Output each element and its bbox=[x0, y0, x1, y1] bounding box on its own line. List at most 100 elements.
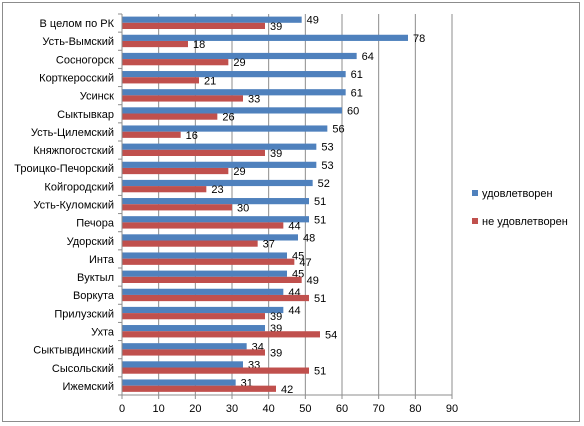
data-label-not-satisfied-11: 44 bbox=[288, 220, 300, 232]
bar-satisfied-20 bbox=[122, 379, 236, 386]
category-label-15: Воркута bbox=[73, 290, 115, 302]
category-label-14: Вуктыл bbox=[77, 272, 114, 284]
legend-swatch-satisfied bbox=[472, 190, 478, 196]
bar-satisfied-15 bbox=[122, 288, 284, 295]
bar-not-satisfied-18 bbox=[122, 349, 265, 356]
bar-satisfied-6 bbox=[122, 125, 328, 132]
bar-satisfied-16 bbox=[122, 306, 284, 314]
bar-satisfied-0 bbox=[122, 16, 302, 23]
bar-not-satisfied-10 bbox=[122, 204, 232, 211]
legend-label-not-satisfied: не удовлетворен bbox=[482, 216, 568, 228]
bar-not-satisfied-4 bbox=[122, 95, 243, 102]
bar-not-satisfied-17 bbox=[122, 331, 320, 338]
bar-satisfied-9 bbox=[122, 179, 313, 187]
data-label-satisfied-2: 64 bbox=[362, 51, 374, 63]
bar-satisfied-19 bbox=[122, 361, 243, 368]
x-tick-label-90: 90 bbox=[446, 403, 458, 415]
data-label-satisfied-16: 44 bbox=[288, 305, 300, 317]
bar-satisfied-13 bbox=[122, 252, 287, 259]
data-label-not-satisfied-2: 29 bbox=[233, 57, 245, 69]
category-label-17: Ухта bbox=[91, 327, 115, 339]
category-label-1: Усть-Вымский bbox=[42, 36, 114, 48]
category-label-5: Сыктывкар bbox=[57, 109, 114, 121]
bar-satisfied-1 bbox=[122, 34, 408, 41]
data-label-satisfied-4: 61 bbox=[351, 87, 363, 99]
data-label-not-satisfied-10: 30 bbox=[237, 202, 249, 214]
data-label-satisfied-1: 78 bbox=[413, 33, 425, 45]
data-label-satisfied-12: 48 bbox=[303, 232, 315, 244]
category-label-16: Прилузский bbox=[54, 308, 114, 320]
data-label-not-satisfied-16: 39 bbox=[270, 311, 282, 323]
category-label-10: Усть-Куломский bbox=[33, 200, 114, 212]
category-label-19: Сысольский bbox=[52, 363, 114, 375]
bar-satisfied-7 bbox=[122, 143, 317, 150]
category-label-12: Удорский bbox=[67, 236, 114, 248]
category-label-3: Корткеросский bbox=[39, 73, 114, 85]
category-label-13: Инта bbox=[89, 254, 115, 266]
bar-not-satisfied-15 bbox=[122, 294, 309, 302]
data-label-satisfied-10: 51 bbox=[314, 196, 326, 208]
bar-not-satisfied-7 bbox=[122, 149, 265, 156]
bar-not-satisfied-0 bbox=[122, 22, 265, 29]
data-label-not-satisfied-1: 18 bbox=[193, 39, 205, 51]
bar-satisfied-2 bbox=[122, 52, 357, 60]
x-tick-label-40: 40 bbox=[263, 403, 275, 415]
bar-satisfied-12 bbox=[122, 234, 298, 241]
bar-not-satisfied-20 bbox=[122, 385, 276, 392]
category-label-6: Усть-Цилемский bbox=[31, 127, 114, 139]
data-label-satisfied-5: 60 bbox=[347, 105, 359, 117]
data-label-not-satisfied-19: 51 bbox=[314, 366, 326, 378]
bar-not-satisfied-11 bbox=[122, 222, 284, 229]
category-label-2: Сосногорск bbox=[56, 54, 114, 66]
bar-not-satisfied-8 bbox=[122, 167, 229, 175]
data-label-not-satisfied-20: 42 bbox=[281, 384, 293, 396]
data-label-not-satisfied-4: 33 bbox=[248, 93, 260, 105]
data-label-not-satisfied-17: 54 bbox=[325, 329, 337, 341]
data-label-not-satisfied-9: 23 bbox=[211, 184, 223, 196]
bar-not-satisfied-6 bbox=[122, 131, 181, 138]
data-label-satisfied-3: 61 bbox=[351, 69, 363, 81]
data-label-satisfied-6: 56 bbox=[332, 124, 344, 136]
data-label-not-satisfied-6: 16 bbox=[186, 130, 198, 142]
data-label-satisfied-7: 53 bbox=[321, 142, 333, 154]
bar-satisfied-14 bbox=[122, 270, 287, 277]
category-label-7: Княжпогостский bbox=[33, 145, 114, 157]
bar-not-satisfied-5 bbox=[122, 113, 218, 120]
data-label-satisfied-8: 53 bbox=[321, 160, 333, 172]
bar-not-satisfied-9 bbox=[122, 186, 207, 193]
category-label-11: Печора bbox=[76, 218, 115, 230]
x-tick-label-70: 70 bbox=[373, 403, 385, 415]
data-label-satisfied-9: 52 bbox=[318, 178, 330, 190]
bar-satisfied-10 bbox=[122, 198, 309, 205]
data-label-not-satisfied-5: 26 bbox=[222, 112, 234, 124]
data-label-not-satisfied-14: 49 bbox=[307, 275, 319, 287]
category-label-8: Троицко-Печорский bbox=[14, 163, 114, 175]
bar-satisfied-5 bbox=[122, 107, 342, 114]
bar-satisfied-18 bbox=[122, 343, 247, 350]
x-tick-label-30: 30 bbox=[226, 403, 238, 415]
data-label-satisfied-0: 49 bbox=[307, 15, 319, 27]
category-label-4: Усинск bbox=[80, 91, 114, 103]
category-label-9: Койгородский bbox=[44, 181, 114, 193]
data-label-not-satisfied-8: 29 bbox=[233, 166, 245, 178]
bar-not-satisfied-2 bbox=[122, 59, 229, 66]
x-tick-label-10: 10 bbox=[153, 403, 165, 415]
data-label-not-satisfied-7: 39 bbox=[270, 148, 282, 160]
bar-not-satisfied-12 bbox=[122, 240, 258, 247]
bar-satisfied-3 bbox=[122, 71, 346, 78]
legend-swatch-not-satisfied bbox=[472, 218, 478, 224]
bar-not-satisfied-13 bbox=[122, 258, 295, 265]
x-tick-label-0: 0 bbox=[119, 403, 125, 415]
bar-satisfied-11 bbox=[122, 216, 309, 223]
data-label-not-satisfied-15: 51 bbox=[314, 293, 326, 305]
x-tick-label-20: 20 bbox=[189, 403, 201, 415]
category-label-20: Ижемский bbox=[62, 381, 114, 393]
bar-satisfied-8 bbox=[122, 161, 317, 168]
x-tick-label-50: 50 bbox=[299, 403, 311, 415]
bar-not-satisfied-3 bbox=[122, 77, 199, 84]
data-label-not-satisfied-3: 21 bbox=[204, 75, 216, 87]
data-label-not-satisfied-12: 37 bbox=[263, 239, 275, 251]
data-label-satisfied-13: 45 bbox=[292, 251, 304, 263]
legend-label-satisfied: удовлетворен bbox=[482, 188, 553, 200]
bar-satisfied-17 bbox=[122, 325, 265, 332]
